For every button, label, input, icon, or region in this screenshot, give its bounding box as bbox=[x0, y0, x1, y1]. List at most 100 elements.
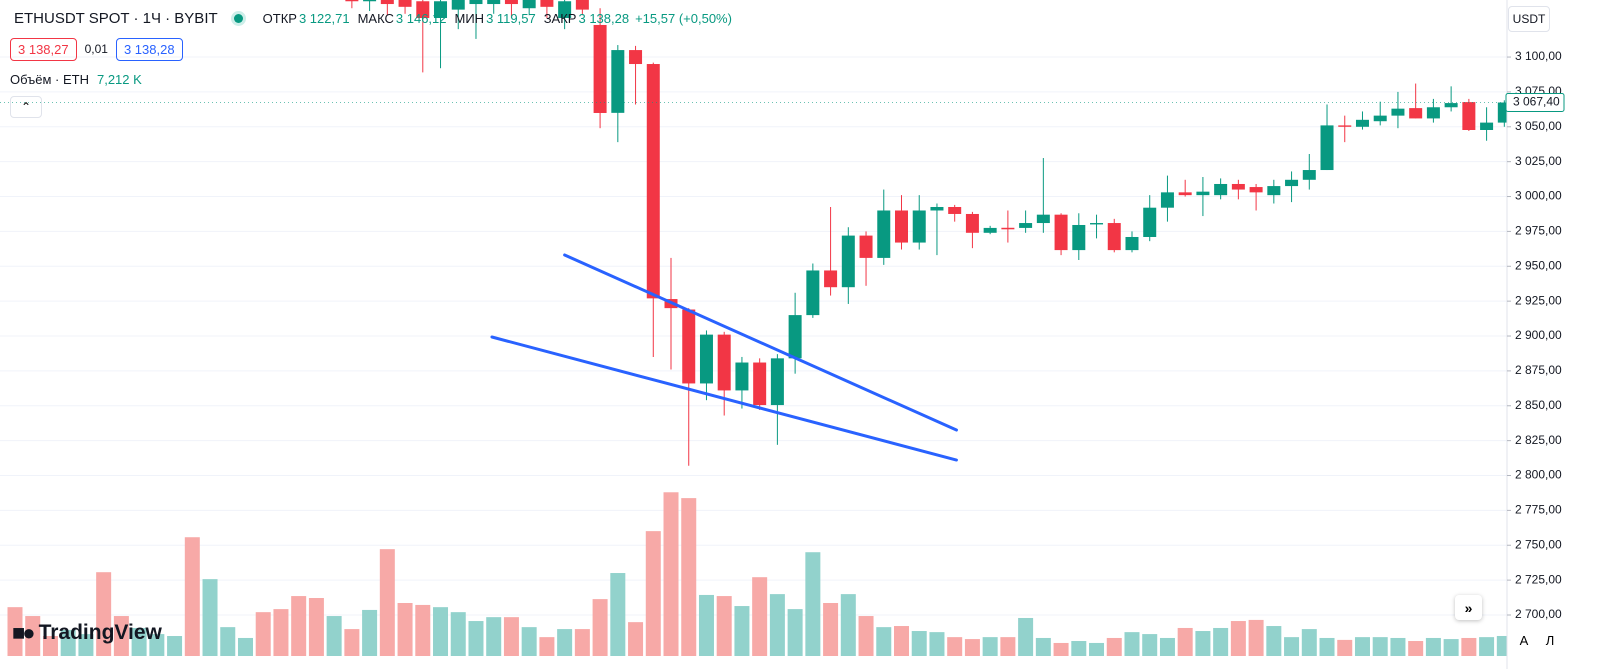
high-value: 3 146,12 bbox=[395, 10, 447, 26]
candle-body bbox=[682, 309, 696, 384]
price-axis: 3 100,003 075,003 050,003 025,003 000,00… bbox=[1505, 49, 1565, 621]
candle-body bbox=[1054, 214, 1068, 251]
volume-bar bbox=[1479, 637, 1495, 656]
candle-body bbox=[575, 0, 589, 10]
currency-button[interactable]: USDT bbox=[1508, 6, 1550, 32]
volume-bar bbox=[1213, 627, 1229, 656]
volume-bar bbox=[521, 627, 537, 656]
volume-bar bbox=[1124, 632, 1140, 656]
candle-body bbox=[1302, 170, 1316, 180]
candle-body bbox=[487, 0, 501, 5]
candle-body bbox=[948, 206, 962, 214]
y-tick-label: 3 025,00 bbox=[1515, 154, 1562, 168]
spread: 0,01 bbox=[84, 42, 108, 56]
candle-body bbox=[1338, 125, 1352, 127]
candle-body bbox=[1462, 102, 1476, 131]
logo-text: TradingView bbox=[38, 621, 162, 644]
change: +15,57 (+0,50%) bbox=[635, 10, 732, 26]
volume-bar bbox=[574, 629, 590, 656]
volume-bar bbox=[486, 617, 502, 656]
candle-body bbox=[699, 334, 713, 384]
volume-label: Объём · ETH bbox=[10, 71, 89, 87]
volume-bar bbox=[823, 602, 839, 656]
volume-bar bbox=[858, 616, 874, 656]
candle-body bbox=[1426, 107, 1440, 119]
buy-price[interactable]: 3 138,28 bbox=[115, 37, 183, 61]
candle-body bbox=[1214, 183, 1228, 196]
volume-bar bbox=[42, 636, 58, 656]
volume-bar bbox=[539, 637, 555, 656]
volume-bar bbox=[592, 599, 608, 656]
volume-bar bbox=[1266, 626, 1282, 656]
volume-bar bbox=[1354, 637, 1370, 656]
volume-pane bbox=[7, 492, 1507, 656]
volume-bar bbox=[308, 598, 324, 656]
volume-bar bbox=[681, 498, 697, 656]
candle-body bbox=[1160, 192, 1174, 208]
y-tick-label: 2 975,00 bbox=[1515, 224, 1562, 238]
candle-body bbox=[841, 235, 855, 288]
candle-body bbox=[735, 362, 749, 391]
volume-bar bbox=[503, 617, 519, 656]
volume-bar bbox=[96, 572, 112, 656]
y-tick-label: 2 875,00 bbox=[1515, 363, 1562, 377]
candles bbox=[345, 0, 1507, 466]
volume-bar bbox=[787, 609, 803, 656]
candle-body bbox=[540, 0, 554, 7]
candle-body bbox=[1373, 115, 1387, 122]
auto-scale[interactable]: A bbox=[1519, 632, 1529, 648]
symbol[interactable]: ETHUSDT SPOT · 1Ч · BYBIT bbox=[14, 9, 218, 27]
candle-body bbox=[1497, 102, 1507, 123]
volume-bar bbox=[415, 604, 431, 656]
candle-body bbox=[1090, 223, 1104, 225]
candle-body bbox=[646, 64, 660, 299]
candle-body bbox=[1320, 125, 1334, 171]
volume-bar bbox=[1018, 617, 1034, 656]
sell-price[interactable]: 3 138,27 bbox=[10, 37, 77, 61]
volume-bar bbox=[468, 621, 484, 656]
volume-bar bbox=[628, 622, 644, 656]
volume-bar bbox=[1372, 637, 1388, 656]
volume-bar bbox=[1301, 629, 1317, 656]
y-tick-label: 3 050,00 bbox=[1515, 119, 1562, 133]
scroll-to-realtime[interactable]: » bbox=[1455, 595, 1482, 620]
volume-bar bbox=[149, 634, 165, 656]
y-tick-label: 2 725,00 bbox=[1515, 572, 1562, 586]
volume-bar bbox=[1461, 637, 1477, 656]
volume-bar bbox=[1408, 641, 1424, 656]
collapse-button[interactable]: ⌃ bbox=[10, 96, 42, 118]
volume-bar bbox=[610, 573, 626, 656]
candle-body bbox=[469, 0, 483, 5]
grid bbox=[0, 56, 1507, 616]
last-price-box bbox=[1505, 93, 1565, 113]
volume-bar bbox=[1177, 627, 1193, 656]
candle-body bbox=[912, 210, 926, 243]
volume-bar bbox=[1071, 641, 1087, 656]
candle-body bbox=[416, 1, 430, 18]
volume-bar bbox=[840, 594, 856, 656]
volume-bar bbox=[60, 629, 76, 656]
candle-body bbox=[1444, 103, 1458, 108]
volume-bar bbox=[255, 612, 271, 656]
candle-body bbox=[629, 50, 643, 65]
open-value: 3 122,71 bbox=[298, 10, 350, 26]
y-tick-label: 3 000,00 bbox=[1515, 189, 1562, 203]
candle-body bbox=[983, 227, 997, 233]
trendline bbox=[563, 253, 958, 432]
y-tick-label: 2 925,00 bbox=[1515, 293, 1562, 307]
volume-bar bbox=[131, 627, 147, 656]
candle-body bbox=[451, 0, 465, 10]
candle-body bbox=[1391, 108, 1405, 116]
candle-body bbox=[965, 213, 979, 233]
volume-bar bbox=[716, 596, 732, 656]
volume-bar bbox=[362, 609, 378, 656]
candle-body bbox=[1249, 187, 1263, 193]
candle-body bbox=[877, 210, 891, 258]
logo: ■● TradingView bbox=[12, 620, 162, 645]
y-tick-label: 2 900,00 bbox=[1515, 328, 1562, 342]
log-scale[interactable]: Л bbox=[1545, 632, 1555, 648]
volume-bar bbox=[964, 639, 980, 656]
candle-body bbox=[363, 0, 377, 2]
candle-body bbox=[345, 0, 359, 2]
